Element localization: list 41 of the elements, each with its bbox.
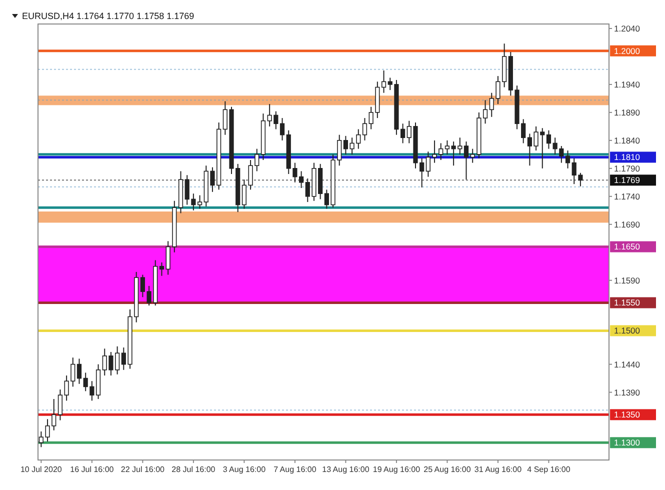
candlestick (444, 140, 450, 155)
ref-line-label: 1.1300 (614, 438, 640, 448)
candlestick (381, 70, 386, 94)
candlestick (565, 150, 570, 169)
candlestick (546, 130, 552, 150)
y-tick-label: 1.1740 (614, 191, 640, 202)
x-tick-label: 16 Jul 16:00 (70, 465, 114, 474)
candlestick (159, 262, 164, 276)
y-tick-label: 1.1890 (614, 107, 640, 118)
candlestick (197, 194, 202, 210)
candlestick (464, 141, 469, 180)
y-tick-label: 1.1840 (614, 135, 640, 146)
candlestick (280, 118, 285, 141)
x-tick-label: 22 Jul 16:00 (120, 465, 166, 474)
y-tick-label: 1.1790 (614, 163, 640, 174)
ref-line-label: 1.2000 (614, 46, 640, 56)
x-tick-label: 19 Aug 16:00 (372, 465, 421, 474)
ref-line-label: 1.1500 (614, 326, 640, 336)
x-tick-label: 28 Jul 16:00 (172, 465, 216, 474)
x-tick-label: 13 Aug 16:00 (322, 465, 370, 474)
ref-line-label: 1.1550 (614, 298, 640, 308)
candlestick (76, 358, 82, 384)
x-tick-label: 3 Aug 16:00 (222, 465, 266, 474)
x-tick-label: 31 Aug 16:00 (474, 465, 522, 474)
candlestick (482, 100, 488, 124)
candlestick (362, 118, 368, 141)
ref-line-label: 1.1650 (614, 242, 640, 252)
ref-line-label: 1.1769 (614, 175, 640, 186)
y-tick-label: 1.1940 (614, 79, 640, 90)
x-tick-label: 4 Sep 16:00 (527, 465, 571, 474)
ref-line-label: 1.1350 (614, 410, 640, 420)
y-tick-label: 1.1590 (614, 275, 640, 286)
x-tick-label: 25 Aug 16:00 (424, 465, 472, 474)
ref-line-label: 1.1810 (614, 152, 640, 162)
chart-title: EURUSD,H4 1.1764 1.1770 1.1758 1.1769 (22, 11, 194, 21)
x-tick-label: 7 Aug 16:00 (274, 465, 317, 474)
y-tick-label: 1.1440 (614, 359, 640, 370)
y-tick-label: 1.1690 (614, 219, 640, 230)
x-tick-label: 10 Jul 2020 (20, 465, 62, 474)
y-tick-label: 1.1390 (614, 387, 640, 398)
y-tick-label: 1.2040 (614, 23, 640, 34)
